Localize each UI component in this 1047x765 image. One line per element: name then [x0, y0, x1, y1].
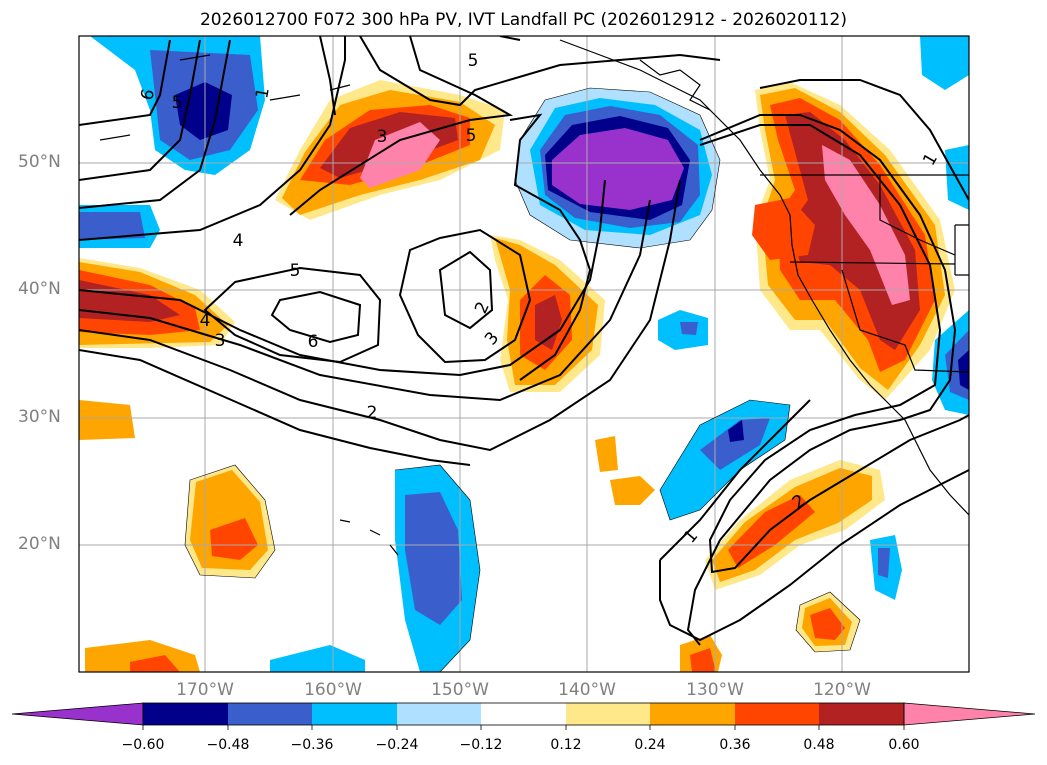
contour-label: 4 [233, 231, 244, 251]
contour-label: 5 [172, 93, 183, 113]
colorbar-segment [397, 703, 481, 725]
colorbar-tick-label: −0.36 [290, 737, 334, 753]
colorbar-tick-label: −0.24 [375, 737, 419, 753]
colorbar-tick-label: −0.12 [459, 737, 503, 753]
shading-outlines [184, 87, 861, 672]
lat-label: 30°N [18, 407, 61, 427]
colorbar-segment [143, 703, 228, 725]
lat-label: 50°N [18, 152, 61, 172]
contour-label: 3 [215, 331, 226, 351]
pv-contours [79, 36, 969, 646]
colorbar-tick-label: −0.48 [206, 737, 250, 753]
contour-label: 3 [481, 328, 503, 349]
contour-label: 6 [308, 332, 319, 352]
colorbar-tick-label: 0.60 [888, 737, 920, 753]
contour-label: 5 [466, 126, 477, 146]
colorbar-extend-high [903, 702, 1036, 726]
colorbar-segment [819, 703, 904, 725]
lat-label: 40°N [18, 279, 61, 299]
contour-label: 1 [252, 86, 274, 100]
lon-label: 140°W [558, 680, 616, 700]
contour-label: 4 [200, 311, 211, 331]
figure-title: 2026012700 F072 300 hPa PV, IVT Landfall… [199, 10, 847, 30]
contour-label: 1 [919, 150, 942, 169]
colorbar-segment [566, 703, 650, 725]
colorbar-segment [481, 703, 566, 725]
colorbar-tick-label: 0.24 [634, 737, 666, 753]
contour-label: 5 [290, 261, 301, 281]
contour-label: 3 [377, 127, 388, 147]
contour-label: 2 [471, 299, 494, 317]
coastlines [99, 39, 969, 556]
colorbar-segment [650, 703, 735, 725]
lon-label: 130°W [686, 680, 744, 700]
colorbar-extend-low [11, 702, 144, 726]
colorbar-segment [312, 703, 397, 725]
colorbar-tick-label: −0.60 [121, 737, 165, 753]
contour-label: 2 [367, 403, 378, 423]
contour-label: 5 [468, 51, 479, 71]
contour-label: 6 [137, 87, 159, 103]
colorbar-tick-label: 0.36 [719, 737, 751, 753]
lon-label: 120°W [813, 680, 871, 700]
lon-label: 170°W [176, 680, 234, 700]
lat-label: 20°N [18, 534, 61, 554]
lon-label: 150°W [431, 680, 489, 700]
colorbar-segment [228, 703, 312, 725]
plot-frame [78, 35, 970, 673]
lon-label: 160°W [304, 680, 362, 700]
colorbar [11, 702, 1036, 730]
colorbar-tick-label: 0.12 [550, 737, 582, 753]
colorbar-tick-label: 0.48 [803, 737, 835, 753]
colorbar-segment [735, 703, 819, 725]
